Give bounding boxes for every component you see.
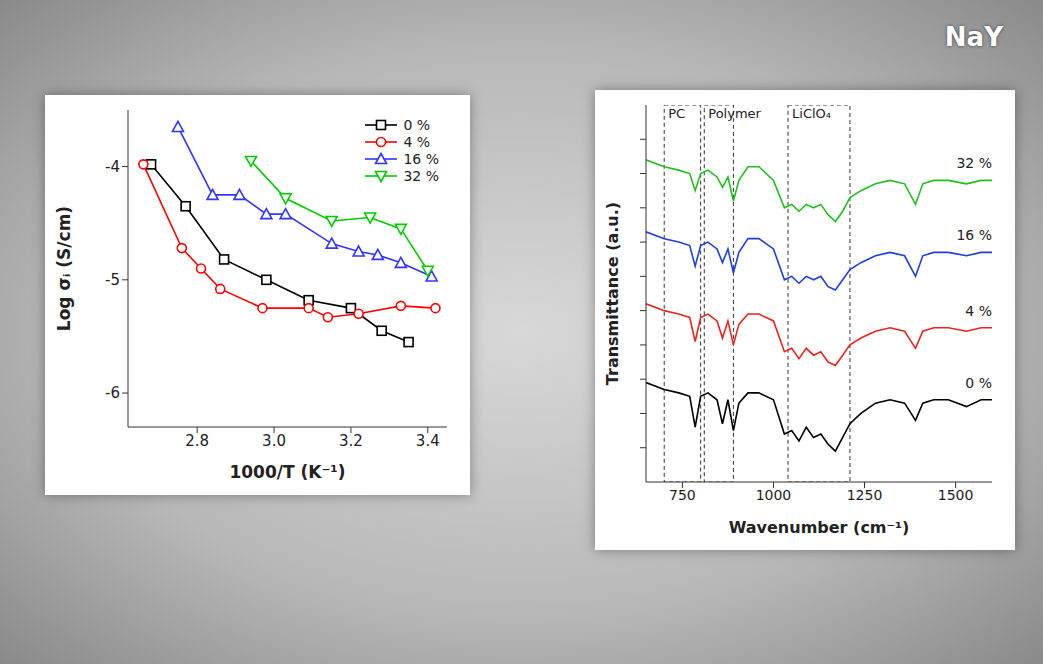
svg-text:Log σᵢ (S/cm): Log σᵢ (S/cm) [54,206,74,331]
html-text:4 %: 4 % [403,133,431,150]
svg-text:Transmittance (a.u.): Transmittance (a.u.) [603,202,622,385]
svg-text:-6: -6 [105,384,120,402]
svg-text:32 %: 32 % [956,155,992,171]
svg-text:0 %: 0 % [965,375,992,391]
svg-text:750: 750 [669,487,696,503]
svg-text:1500: 1500 [938,487,974,503]
svg-text:-5: -5 [105,271,120,289]
svg-text:Polymer: Polymer [708,106,761,121]
svg-text:2.8: 2.8 [185,432,209,450]
html-text:16 %: 16 % [403,150,439,167]
svg-text:3.4: 3.4 [416,432,440,450]
svg-text:Wavenumber (cm⁻¹): Wavenumber (cm⁻¹) [729,518,910,537]
svg-text:3.2: 3.2 [339,432,363,450]
html-text:0 %: 0 % [403,116,431,133]
svg-text:1000/T (K⁻¹): 1000/T (K⁻¹) [229,462,345,482]
svg-text:1250: 1250 [847,487,883,503]
svg-text:3.0: 3.0 [262,432,286,450]
html-text:NaY: NaY [944,22,1003,52]
svg-text:LiClO₄: LiClO₄ [792,106,831,121]
svg-text:PC: PC [668,106,685,121]
svg-text:1000: 1000 [756,487,792,503]
html-text:32 %: 32 % [403,167,439,184]
svg-text:-4: -4 [105,158,120,176]
svg-text:4 %: 4 % [965,303,992,319]
svg-text:16 %: 16 % [956,227,992,243]
